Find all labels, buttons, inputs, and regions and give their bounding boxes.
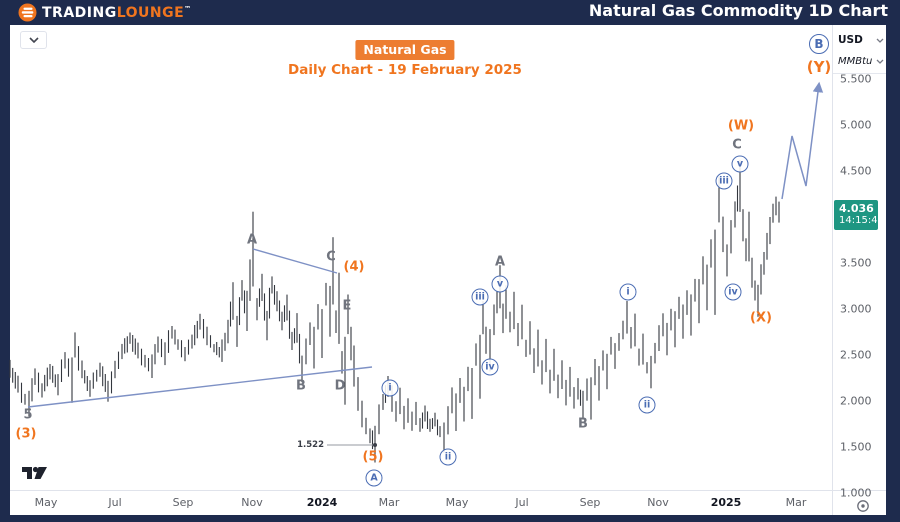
- wave-label-iii: iii: [715, 172, 733, 190]
- wave-label-v: v: [491, 275, 509, 293]
- wave-label-a: A: [365, 469, 383, 487]
- wave-label-b: B: [809, 34, 829, 54]
- time-axis-tick: Mar: [378, 496, 400, 509]
- wave-label-iii: iii: [471, 288, 489, 306]
- wave-label-iv: iv: [481, 358, 499, 376]
- legend-collapse-button[interactable]: [20, 31, 47, 49]
- time-axis-tick: 2025: [710, 496, 742, 509]
- tradinglounge-logo[interactable]: TRADINGLOUNGE™: [0, 3, 192, 22]
- price-axis-border: [832, 25, 833, 515]
- price-axis-tick: 2.500: [840, 348, 872, 362]
- wave-label-i: i: [381, 379, 399, 397]
- currency-label: USD: [838, 34, 863, 46]
- wave-label-iv: iv: [724, 283, 742, 301]
- unit-label: MMBtu: [838, 55, 873, 67]
- currency-selector[interactable]: USD: [838, 31, 884, 49]
- chart-canvas[interactable]: [10, 25, 886, 515]
- wave-label-x: (X): [750, 310, 772, 326]
- time-axis-tick: Nov: [241, 496, 263, 509]
- price-axis-tick: 2.000: [840, 394, 872, 408]
- wave-label-y: (Y): [806, 58, 832, 76]
- brand-name: TRADINGLOUNGE™: [42, 4, 192, 21]
- tradingview-icon: [22, 466, 47, 479]
- symbol-badge: Natural Gas: [355, 40, 455, 60]
- time-axis-tick: Mar: [785, 496, 807, 509]
- wave-label-v: v: [731, 155, 749, 173]
- time-axis-tick: May: [445, 496, 469, 509]
- wave-label-3: (3): [15, 426, 37, 442]
- time-axis-tick: Nov: [647, 496, 669, 509]
- wave-label-b: B: [578, 416, 588, 432]
- price-axis-tick: 5.000: [840, 118, 872, 132]
- price-axis-tick: 1.000: [840, 486, 872, 500]
- wave-label-5: (5): [362, 449, 384, 465]
- price-axis-tick: 3.500: [840, 256, 872, 270]
- time-axis-tick: Sep: [579, 496, 601, 509]
- wave-label-a: A: [494, 254, 506, 270]
- chevron-down-icon: [876, 59, 884, 64]
- unit-selector[interactable]: MMBtu: [838, 52, 884, 70]
- price-level-label: 1.522: [297, 440, 324, 450]
- time-axis-tick: Jul: [108, 496, 122, 509]
- time-axis-tick: May: [34, 496, 58, 509]
- page-title: Natural Gas Commodity 1D Chart: [588, 1, 888, 20]
- wave-label-5: 5: [23, 407, 33, 423]
- wave-label-ii: ii: [638, 396, 656, 414]
- wave-label-i: i: [619, 283, 637, 301]
- time-axis-tick: Jul: [515, 496, 529, 509]
- wave-label-4: (4): [343, 259, 365, 275]
- wave-label-w: (W): [727, 118, 755, 134]
- hamburger-circle-icon: [18, 3, 37, 22]
- chevron-down-icon: [28, 37, 39, 43]
- wave-label-c: C: [732, 137, 742, 153]
- wave-label-a: A: [246, 232, 258, 248]
- wave-label-e: E: [342, 298, 352, 314]
- axis-settings-button[interactable]: [855, 498, 871, 514]
- countdown-timer: 14:15:46: [839, 215, 884, 227]
- wave-label-c: C: [326, 249, 336, 265]
- time-axis-border: [10, 490, 886, 491]
- top-bar: TRADINGLOUNGE™ Natural Gas Commodity 1D …: [0, 0, 900, 25]
- last-price-value: 4.036: [839, 201, 874, 215]
- unit-row-divider: [833, 73, 886, 74]
- time-axis-tick: 2024: [306, 496, 338, 509]
- price-axis-tick: 3.000: [840, 302, 872, 316]
- wave-label-ii: ii: [439, 448, 457, 466]
- wave-label-b: B: [296, 378, 306, 394]
- chevron-down-icon: [876, 38, 884, 43]
- last-price-badge: 4.036 14:15:46: [834, 199, 884, 230]
- tradingview-logo[interactable]: [21, 464, 48, 486]
- price-axis-tick: 1.500: [840, 440, 872, 454]
- time-axis-tick: Sep: [172, 496, 194, 509]
- chart-subtitle: Daily Chart - 19 February 2025: [288, 62, 522, 78]
- price-axis-tick: 5.500: [840, 72, 872, 86]
- gear-icon: [857, 500, 869, 512]
- price-axis-tick: 4.500: [840, 164, 872, 178]
- wave-label-d: D: [334, 378, 346, 394]
